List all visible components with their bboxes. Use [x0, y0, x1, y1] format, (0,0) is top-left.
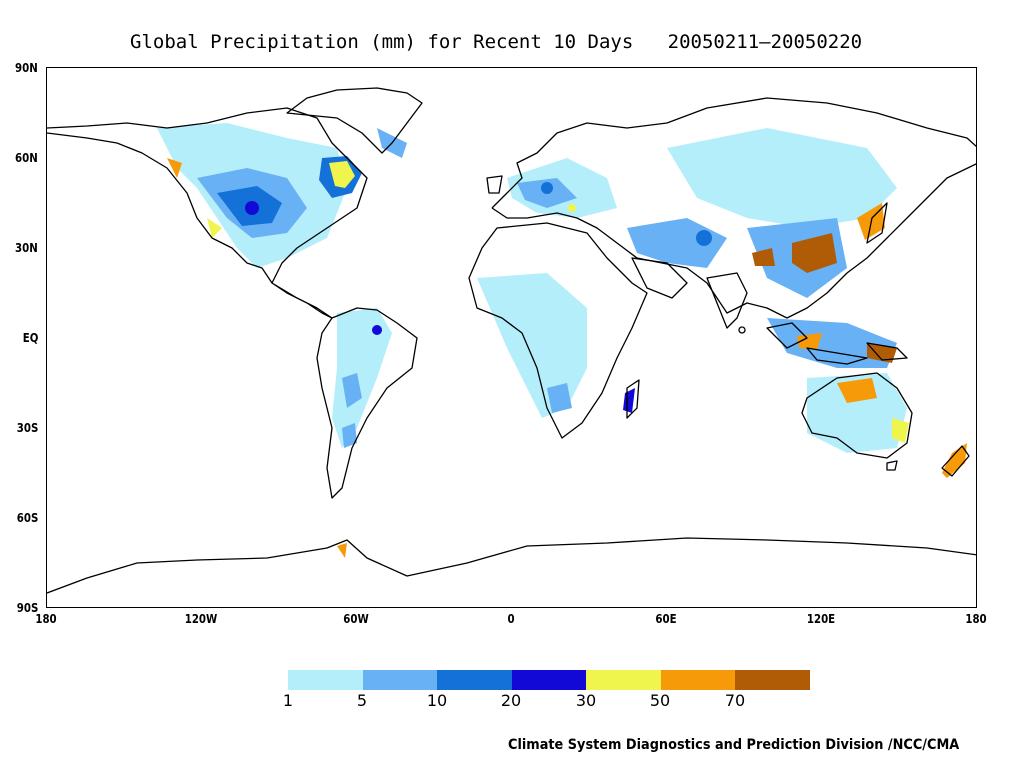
lat-label-eq: EQ: [22, 331, 38, 345]
legend-swatch-4: [511, 670, 586, 690]
lat-label-60s: 60S: [16, 511, 38, 525]
legend-label-70: 70: [724, 691, 746, 710]
lon-label-120w: 120W: [184, 612, 218, 626]
map-title: Global Precipitation (mm) for Recent 10 …: [130, 31, 863, 53]
legend-label-20: 20: [500, 691, 522, 710]
legend-label-30: 30: [575, 691, 597, 710]
legend-swatch-5: [586, 670, 661, 690]
lat-label-30s: 30S: [16, 421, 38, 435]
lon-label-180e: 180: [965, 612, 987, 626]
lon-label-60e: 60E: [655, 612, 677, 626]
color-legend: [288, 670, 810, 690]
lon-label-180w: 180: [35, 612, 57, 626]
lon-label-0: 0: [507, 612, 515, 626]
legend-label-5: 5: [356, 691, 368, 710]
legend-swatch-3: [437, 670, 512, 690]
legend-label-1: 1: [282, 691, 294, 710]
lon-label-60w: 60W: [343, 612, 369, 626]
coastlines: [47, 87, 976, 594]
lat-label-60n: 60N: [15, 151, 38, 165]
legend-swatch-6: [660, 670, 735, 690]
lat-label-90s: 90S: [16, 601, 38, 615]
footer-credit: Climate System Diagnostics and Predictio…: [508, 737, 960, 753]
lat-label-30n: 30N: [15, 241, 38, 255]
world-map: [47, 87, 976, 594]
legend-swatch-1: [288, 670, 363, 690]
legend-label-10: 10: [426, 691, 448, 710]
lat-label-90n: 90N: [15, 61, 38, 75]
legend-label-50: 50: [649, 691, 671, 710]
precipitation-overlay: [157, 123, 967, 558]
legend-swatch-2: [362, 670, 437, 690]
lon-label-120e: 120E: [806, 612, 836, 626]
map-frame: [46, 67, 977, 608]
legend-swatch-7: [735, 670, 810, 690]
